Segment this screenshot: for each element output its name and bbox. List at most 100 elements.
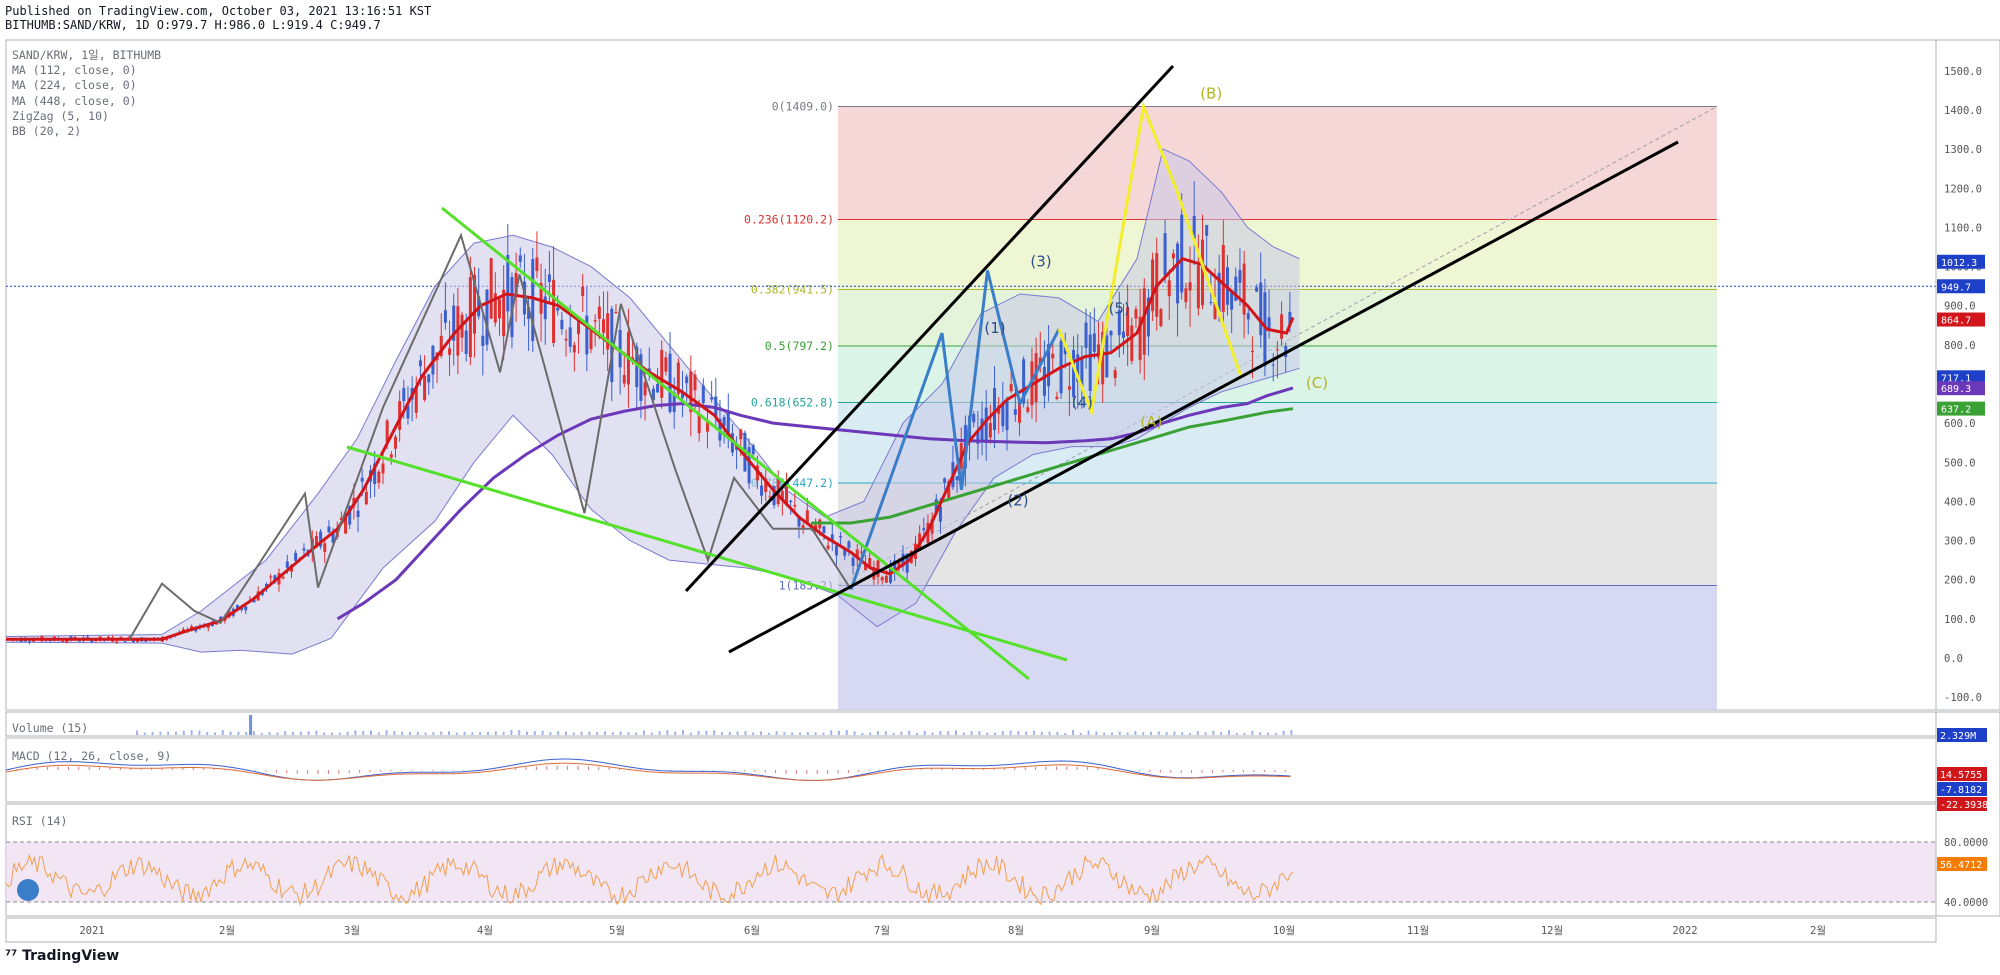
candle-body <box>331 533 335 543</box>
volume-bar <box>806 732 809 735</box>
candle-body <box>789 500 793 503</box>
volume-bar <box>1040 731 1043 735</box>
volume-bar <box>253 731 255 735</box>
candle-body <box>947 481 951 500</box>
indicator-badge <box>1937 767 1987 781</box>
volume-bar <box>1064 732 1067 735</box>
wave-label: (3) <box>1030 253 1051 271</box>
volume-bar <box>385 730 388 735</box>
time-tick-label: 4월 <box>477 925 493 937</box>
published-line: Published on TradingView.com, October 03… <box>5 4 432 18</box>
fib-zone <box>838 585 1717 710</box>
volume-bar <box>791 732 794 735</box>
price-tick-label: 1400.0 <box>1944 105 1982 117</box>
ma112-line <box>6 256 1295 641</box>
volume-bar <box>432 732 435 735</box>
wave-label: (C) <box>1306 374 1328 392</box>
candle-body <box>1192 215 1196 239</box>
volume-bar <box>1048 731 1051 735</box>
candle-body <box>1005 400 1009 431</box>
wave-label: (A) <box>1140 413 1162 431</box>
candle-body <box>1238 270 1242 283</box>
price-badge-label: 637.2 <box>1941 405 1971 416</box>
candle-body <box>244 606 248 611</box>
candle-body <box>285 561 289 568</box>
volume-bar <box>440 731 443 735</box>
candle-body <box>377 471 381 483</box>
candle-body <box>281 576 285 579</box>
candle-body <box>393 436 397 449</box>
volume-bar <box>1087 730 1090 735</box>
candle-body <box>976 430 980 444</box>
wave-label: (B) <box>1200 84 1222 102</box>
candle-body <box>136 640 140 642</box>
candle-body <box>1267 317 1271 330</box>
volume-bar <box>1181 732 1184 735</box>
volume-bar <box>409 731 411 735</box>
legend-symbol: SAND/KRW, 1일, BITHUMB <box>12 48 162 62</box>
volume-bar <box>463 731 466 735</box>
candle-body <box>847 541 851 549</box>
candle-body <box>1138 316 1142 361</box>
volume-bar <box>377 732 380 735</box>
candle-body <box>751 445 755 455</box>
volume-bar <box>1212 730 1215 735</box>
candle-body <box>206 625 210 629</box>
volume-bar <box>487 731 489 735</box>
price-badge-label: 689.3 <box>1941 384 1971 395</box>
indicator-badge <box>1937 857 1987 871</box>
wedge-lower-line <box>346 445 1068 662</box>
volume-bar <box>705 730 708 735</box>
candle-body <box>1271 364 1275 366</box>
price-badge <box>1937 254 1985 269</box>
volume-bar <box>1243 732 1246 735</box>
volume-bar <box>962 732 965 735</box>
candle-body <box>418 360 422 367</box>
time-tick-label: 6월 <box>744 925 760 937</box>
volume-bar <box>557 731 560 735</box>
wedge-upper-line <box>441 206 1030 681</box>
volume-bar <box>323 732 326 735</box>
candle-body <box>502 289 506 337</box>
candle-body <box>572 344 576 353</box>
rsi-band <box>6 842 1936 902</box>
candle-body <box>805 510 809 523</box>
volume-bar <box>479 731 482 735</box>
candle-body <box>593 320 597 322</box>
volume-bar <box>1290 730 1293 735</box>
candle-body <box>402 388 406 402</box>
candle-body <box>506 254 510 312</box>
volume-bar <box>1150 731 1152 735</box>
price-badge <box>1937 312 1985 327</box>
volume-bar <box>1189 732 1191 735</box>
indicator-badge-label: 56.4712 <box>1940 860 1982 871</box>
macd-line <box>5 758 1291 781</box>
legend-ma112: MA (112, close, 0) <box>12 63 137 78</box>
candle-body <box>1142 288 1146 355</box>
candle-body <box>294 552 298 561</box>
volume-bar <box>861 732 864 735</box>
price-badge-label: 864.7 <box>1941 316 1971 327</box>
tradingview-logo[interactable]: ⁷⁷ TradingView <box>5 948 119 964</box>
volume-bar <box>611 732 614 735</box>
candle-body <box>972 414 976 423</box>
candle-body <box>1205 224 1209 236</box>
candle-body <box>1134 309 1138 319</box>
volume-bar <box>604 731 606 735</box>
volume-bar <box>799 732 801 735</box>
volume-bar <box>697 730 700 735</box>
candle-body <box>1026 407 1030 412</box>
candle-body <box>314 536 318 548</box>
candle-body <box>1097 344 1101 358</box>
candle-body <box>61 640 65 642</box>
candle-body <box>518 255 522 262</box>
candle-body <box>980 418 984 441</box>
fib-level-label: 0.236(1120.2) <box>744 213 834 227</box>
candle-body <box>930 519 934 534</box>
candle-body <box>726 411 730 440</box>
candle-body <box>1146 297 1150 337</box>
volume-bar <box>619 731 622 735</box>
candle-body <box>1263 292 1267 367</box>
